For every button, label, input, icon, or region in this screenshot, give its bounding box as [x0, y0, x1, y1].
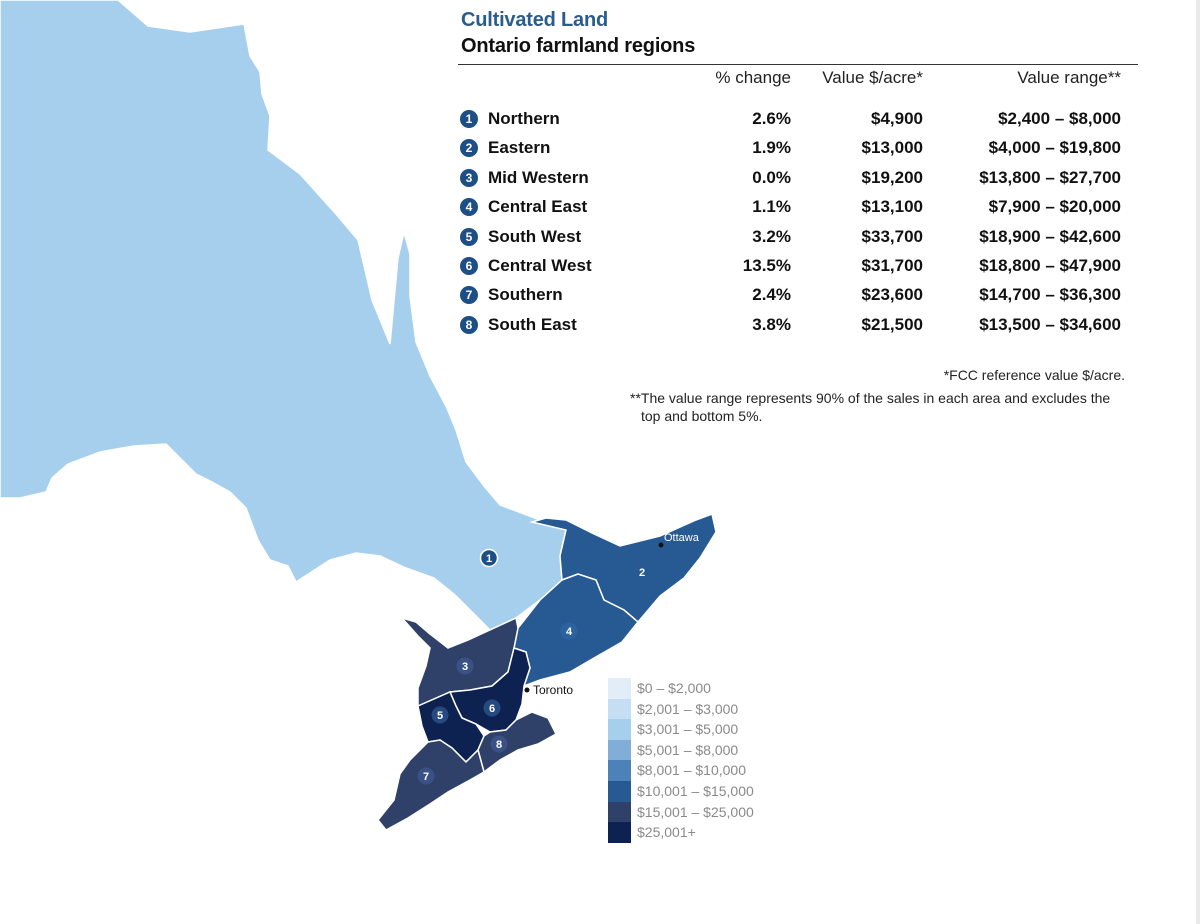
column-header-change: % change [715, 68, 791, 87]
region-value: $13,000 [861, 138, 923, 158]
map-badge-8-label: 8 [496, 739, 502, 751]
region-value: $21,500 [861, 314, 923, 334]
map-badge-6: 6 [483, 699, 501, 717]
legend-label: $15,001 – $25,000 [637, 803, 754, 820]
map-badge-1-label: 1 [486, 553, 492, 565]
legend-label: $3,001 – $5,000 [637, 721, 739, 738]
region-value: $23,600 [861, 285, 923, 305]
table-row: 1 Northern 2.6% $4,900 $2,400 – $8,000 [0, 106, 1200, 135]
table-row: 7 Southern 2.4% $23,600 $14,700 – $36,30… [0, 282, 1200, 311]
region-change: 3.8% [752, 314, 791, 334]
region-change: 3.2% [752, 226, 791, 246]
region-value: $13,100 [861, 197, 923, 217]
region-number-badge: 1 [460, 110, 478, 128]
legend-swatch [608, 739, 631, 761]
region-change: 2.6% [752, 109, 791, 128]
map-badge-6-label: 6 [489, 703, 495, 715]
table-row: 8 South East 3.8% $21,500 $13,500 – $34,… [0, 312, 1200, 341]
region-value: $4,900 [871, 109, 923, 128]
region-number-badge: 4 [460, 198, 478, 217]
column-header-value: Value $/acre* [822, 68, 923, 87]
footnote-value-range: **The value range represents 90% of the … [630, 390, 1111, 424]
region-value: $33,700 [861, 226, 923, 246]
legend-label: $8,001 – $10,000 [637, 762, 746, 779]
region-number-badge: 2 [460, 139, 478, 158]
region-name: Mid Western [488, 167, 589, 187]
region-range: $4,000 – $19,800 [988, 138, 1121, 158]
region-name: South East [488, 314, 577, 334]
table-row: 4 Central East 1.1% $13,100 $7,900 – $20… [0, 194, 1200, 223]
legend-label: $2,001 – $3,000 [637, 700, 739, 717]
header-divider [458, 64, 1138, 65]
region-number-badge: 3 [460, 168, 478, 187]
region-value: $19,200 [861, 167, 923, 187]
legend-swatch [608, 760, 631, 781]
page-subtitle: Ontario farmland regions [461, 35, 696, 57]
region-value: $31,700 [861, 256, 923, 275]
region-southern[interactable] [377, 739, 485, 831]
table-row: 5 South West 3.2% $33,700 $18,900 – $42,… [0, 224, 1200, 253]
region-change: 1.9% [752, 138, 791, 158]
map-badge-8: 8 [490, 735, 508, 753]
ottawa-label: Ottawa [664, 532, 700, 544]
legend-swatch [608, 822, 631, 843]
legend-label: $25,001+ [637, 824, 696, 841]
legend-label: $10,001 – $15,000 [637, 782, 754, 799]
table-row: 3 Mid Western 0.0% $19,200 $13,800 – $27… [0, 165, 1200, 194]
region-range: $13,500 – $34,600 [979, 314, 1121, 334]
ottawa-dot [658, 542, 664, 548]
page-edge [1196, 0, 1200, 924]
region-name: Northern [488, 109, 560, 128]
region-range: $7,900 – $20,000 [988, 197, 1121, 217]
region-change: 2.4% [752, 285, 791, 305]
region-name: Eastern [488, 138, 551, 158]
column-header-range: Value range** [1017, 68, 1121, 87]
region-range: $18,900 – $42,600 [979, 226, 1121, 246]
map-badge-1: 1 [479, 548, 499, 568]
map-badge-4-label: 4 [566, 626, 573, 638]
map-badge-4: 4 [560, 622, 578, 640]
legend-label: $5,001 – $8,000 [637, 741, 739, 758]
region-name: Southern [488, 285, 563, 305]
legend-swatch [608, 698, 631, 720]
region-name: South West [488, 226, 582, 246]
map-badge-7-label: 7 [423, 771, 429, 783]
map-badge-5: 5 [431, 706, 449, 724]
legend-swatch [608, 801, 631, 823]
region-range: $13,800 – $27,700 [979, 167, 1121, 187]
region-number-badge: 6 [460, 257, 478, 275]
footnote-reference-value: *FCC reference value $/acre. [943, 367, 1125, 383]
region-range: $14,700 – $36,300 [979, 285, 1121, 305]
region-name: Central East [488, 197, 588, 217]
legend-swatch [608, 678, 631, 699]
map-badge-5-label: 5 [437, 710, 443, 722]
table-row: 6 Central West 13.5% $31,700 $18,800 – $… [0, 253, 1200, 282]
region-change: 0.0% [752, 167, 791, 187]
map-badge-2: 2 [633, 563, 651, 581]
region-number-badge: 5 [460, 227, 478, 246]
region-range: $18,800 – $47,900 [979, 256, 1121, 275]
legend-swatch [608, 780, 631, 802]
region-number-badge: 8 [460, 315, 478, 334]
region-name: Central West [488, 256, 592, 275]
map-badge-3-label: 3 [462, 661, 468, 673]
page-title: Cultivated Land [461, 9, 609, 31]
map-badge-7: 7 [417, 767, 435, 785]
toronto-dot [524, 687, 530, 693]
region-change: 1.1% [752, 197, 791, 217]
table-row: 2 Eastern 1.9% $13,000 $4,000 – $19,800 [0, 135, 1200, 164]
region-number-badge: 7 [460, 286, 478, 305]
map-badge-2-label: 2 [639, 567, 645, 579]
region-range: $2,400 – $8,000 [998, 109, 1121, 128]
toronto-label: Toronto [533, 683, 573, 697]
map-badge-3: 3 [456, 657, 474, 675]
region-change: 13.5% [742, 256, 791, 275]
legend-label: $0 – $2,000 [637, 680, 711, 696]
legend-swatch [608, 719, 631, 740]
